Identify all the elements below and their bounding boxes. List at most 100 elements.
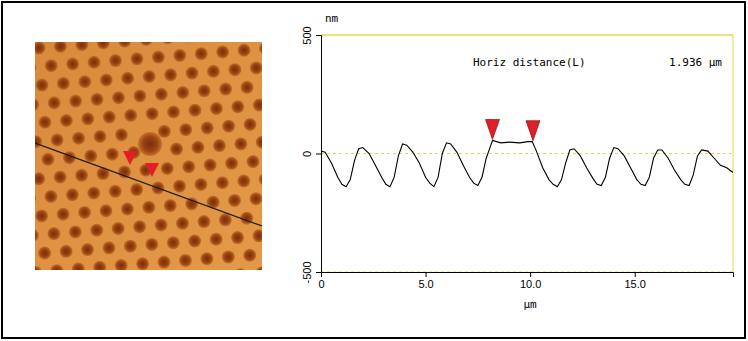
pit [176,86,189,99]
pit [256,136,262,149]
pit [204,159,217,172]
pit [133,220,146,233]
pit [109,185,122,198]
pit [88,56,101,69]
pit [216,45,229,58]
cursors [485,119,539,140]
pit [60,245,73,258]
pit [112,222,125,235]
pit [197,215,210,228]
pit [72,262,85,270]
y-tick-label: -500 [301,261,313,283]
pit [103,111,116,124]
pit [179,254,192,267]
pit [121,72,134,85]
pit [99,204,112,217]
section-line [35,143,262,226]
plot-frame [321,35,733,272]
y-tick-mark [316,154,321,155]
pit [255,266,262,270]
pit [231,100,244,113]
cursor-marker [485,119,499,139]
pit [237,175,250,188]
pit [47,227,60,240]
afm-image [35,42,262,270]
pit [100,73,113,86]
pit [145,238,158,251]
pit [164,199,177,212]
plot-data [321,140,733,186]
pit [228,194,241,207]
pit [161,42,174,44]
pit [97,42,110,49]
pit [164,68,177,81]
pit [69,225,82,238]
pit [200,252,213,265]
pit [228,63,241,76]
pit [124,240,137,253]
pit [198,84,211,97]
pit [158,256,171,269]
pit [130,52,143,65]
pit [188,234,201,247]
pit [60,114,73,127]
pit [253,99,262,112]
pit [78,206,91,219]
pit [194,178,207,191]
pit [210,233,223,246]
pit [176,217,189,230]
pit [243,249,256,262]
pit [133,89,146,102]
x-tick-label: 5.0 [418,278,433,290]
y-axis-line [316,36,322,273]
grid [321,35,733,272]
pit [201,121,214,134]
x-tick-mark [426,272,427,277]
pit [219,213,232,226]
y-tick-mark [316,272,321,273]
pit [94,130,107,143]
pit [41,153,54,166]
x-tick-label: 15.0 [624,278,645,290]
pit [38,116,51,129]
x-tick-label: 0 [318,278,324,290]
pit [75,169,88,182]
x-tick-mark [635,272,636,277]
pit [222,250,235,263]
pit [244,118,257,131]
pit [35,229,39,242]
pit [250,61,262,74]
pit [155,219,168,232]
pit [167,105,180,118]
pit [118,42,131,48]
pit [222,120,235,133]
pit [216,176,229,189]
pit [143,70,156,83]
pit [91,93,104,106]
defect [138,132,162,156]
pit [238,44,251,57]
pit [35,98,39,111]
pit [106,148,119,161]
pit [185,197,198,210]
pit [69,95,82,108]
pit [93,261,106,270]
pit [249,192,262,205]
pit [262,210,263,223]
pit [231,231,244,244]
x-tick: 15.0 [624,272,645,290]
pit [259,173,262,186]
y-tick: -500 [301,261,321,283]
pit [259,42,262,55]
pit [155,88,168,101]
pit [213,139,226,152]
pit [182,160,195,173]
pit [115,259,128,270]
pit [44,190,57,203]
pit [142,201,155,214]
pit [158,125,171,138]
x-axis: 0 5.0 10.0 15.0 [318,272,733,290]
pit [57,208,70,221]
x-tick: 10.0 [520,272,541,290]
figure: 05.010.015.0-5000500nmµmHoriz distance(L… [0,0,748,341]
